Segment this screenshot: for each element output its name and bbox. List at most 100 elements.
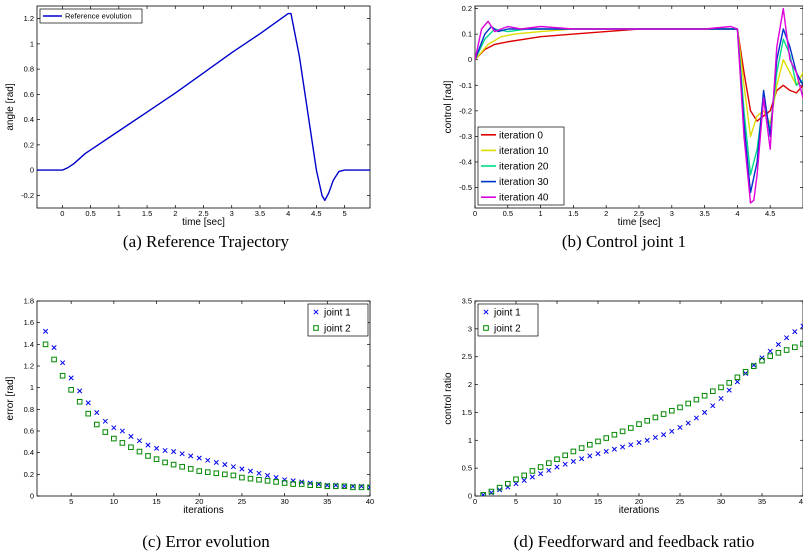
y-tick-label: 0.1 xyxy=(462,30,472,39)
y-tick-label: 1 xyxy=(30,383,34,392)
data-point-square xyxy=(170,461,177,468)
data-point-square xyxy=(51,356,57,363)
marker-stroke xyxy=(726,387,732,393)
y-tick-label: 0.6 xyxy=(24,427,34,436)
marker-stroke xyxy=(595,451,601,457)
data-point-square xyxy=(767,353,774,359)
marker-stroke xyxy=(282,477,288,483)
x-tick-label: 4 xyxy=(286,209,290,218)
data-point-x xyxy=(153,445,160,451)
data-point-square xyxy=(128,444,134,451)
y-tick-label: 0 xyxy=(468,492,472,501)
marker-stroke xyxy=(652,434,658,441)
y-tick-label: 1.6 xyxy=(24,318,34,327)
marker-stroke xyxy=(669,428,675,434)
x-tick-label: 20 xyxy=(635,497,643,506)
plot-area xyxy=(475,7,803,204)
legend-label: iteration 40 xyxy=(499,193,549,204)
x-tick-label: 30 xyxy=(280,497,288,506)
marker-stroke xyxy=(685,420,691,426)
data-point-square xyxy=(358,484,365,491)
data-point-square xyxy=(677,404,683,411)
plot-area xyxy=(480,323,803,496)
data-point-x xyxy=(239,466,245,472)
plot-frame xyxy=(36,5,371,209)
x-tick-label: 35 xyxy=(323,497,331,506)
data-point-square xyxy=(759,357,765,364)
data-point-square xyxy=(800,341,803,347)
data-point-square xyxy=(660,411,667,417)
legend-label: iteration 30 xyxy=(499,177,549,188)
data-point-square xyxy=(59,372,66,379)
data-point-square xyxy=(488,488,495,495)
marker-stroke xyxy=(196,455,202,461)
marker-stroke xyxy=(367,486,370,490)
marker-stroke xyxy=(94,410,100,416)
legend-marker-x xyxy=(483,309,489,315)
data-point-x xyxy=(734,379,740,385)
data-point-square xyxy=(42,341,49,348)
y-tick-label: 1.2 xyxy=(24,362,34,371)
marker-stroke xyxy=(273,475,279,481)
data-point-square xyxy=(213,470,220,477)
y-tick-label: 1.4 xyxy=(24,340,34,349)
y-axis-label: error [rad] xyxy=(5,376,16,420)
data-point-x xyxy=(529,474,535,480)
legend-marker-x xyxy=(313,309,319,315)
x-tick-label: 2.5 xyxy=(198,209,208,218)
data-point-square xyxy=(350,484,356,491)
data-point-square xyxy=(307,482,314,488)
marker-stroke xyxy=(529,474,535,480)
data-point-x xyxy=(264,472,271,478)
data-point-x xyxy=(767,348,773,354)
legend-label: iteration 10 xyxy=(499,146,549,157)
data-point-square xyxy=(136,448,143,455)
data-point-x xyxy=(513,481,519,487)
x-tick-label: 2 xyxy=(604,209,608,218)
legend: Reference evolution xyxy=(39,8,143,24)
marker-stroke xyxy=(710,403,716,409)
y-tick-label: 3.5 xyxy=(462,297,472,306)
y-tick-label: 0.5 xyxy=(462,464,472,473)
data-point-x xyxy=(51,345,57,351)
x-tick-label: 30 xyxy=(717,497,725,506)
data-point-x xyxy=(669,428,675,434)
y-tick-label: 1.2 xyxy=(24,14,34,23)
x-tick-label: 25 xyxy=(238,497,246,506)
marker-stroke xyxy=(677,424,683,431)
data-point-square xyxy=(93,421,100,428)
marker-stroke xyxy=(603,448,609,454)
data-point-square xyxy=(196,468,203,474)
data-point-square xyxy=(298,481,305,487)
y-tick-label: -0.2 xyxy=(21,191,34,200)
data-point-x xyxy=(213,459,219,465)
data-point-x xyxy=(652,434,658,441)
y-tick-label: 0.8 xyxy=(24,405,34,414)
legend-marker-square xyxy=(313,325,319,331)
data-point-x xyxy=(145,442,151,448)
marker-stroke xyxy=(119,428,125,434)
data-point-square xyxy=(290,481,296,487)
y-tick-label: 0.2 xyxy=(24,140,34,149)
data-point-square xyxy=(595,438,601,445)
data-point-x xyxy=(136,438,143,444)
y-tick-label: 2.5 xyxy=(462,352,472,361)
data-point-square xyxy=(315,482,322,488)
data-point-x xyxy=(273,475,279,481)
x-tick-label: 4.5 xyxy=(311,209,321,218)
plot-area xyxy=(37,12,370,202)
data-point-square xyxy=(636,421,642,427)
x-tick-label: 1 xyxy=(117,209,121,218)
data-point-square xyxy=(145,453,151,459)
x-tick-label: 5 xyxy=(514,497,518,506)
marker-stroke xyxy=(313,309,319,315)
x-tick-label: 3 xyxy=(230,209,234,218)
data-point-square xyxy=(546,460,552,466)
marker-stroke xyxy=(367,484,370,489)
marker-stroke xyxy=(521,477,527,483)
marker-stroke xyxy=(743,370,749,376)
data-point-x xyxy=(587,453,593,459)
marker-stroke xyxy=(42,328,49,334)
y-axis-label: control [rad] xyxy=(443,80,454,133)
x-tick-label: 5 xyxy=(343,209,347,218)
